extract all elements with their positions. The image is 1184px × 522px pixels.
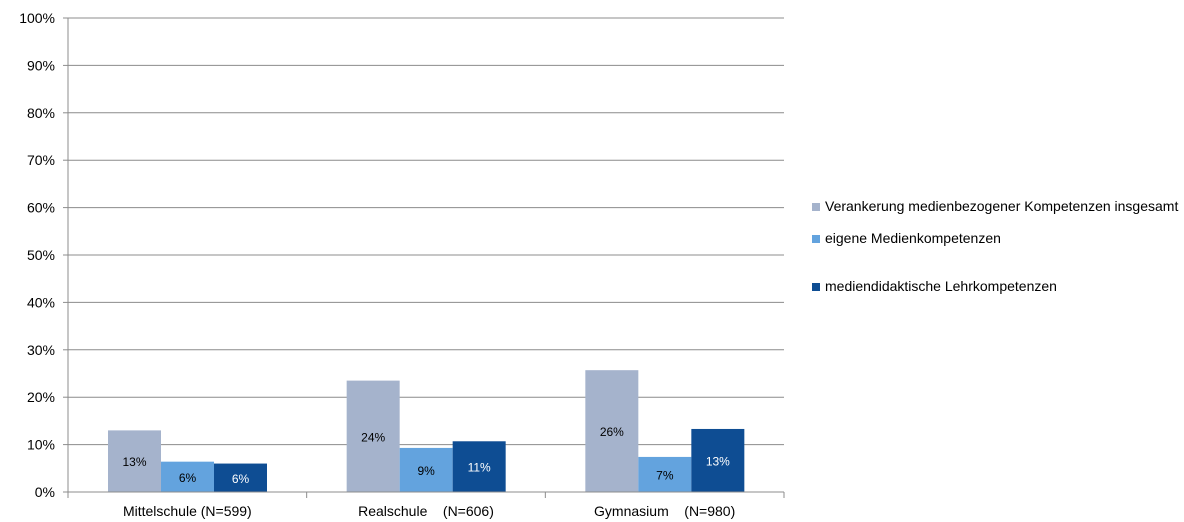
legend-label-eigene: eigene Medienkompetenzen bbox=[825, 230, 1001, 246]
legend-label-gesamt: Verankerung medienbezogener Kompetenzen … bbox=[825, 198, 1179, 214]
bar bbox=[214, 463, 267, 492]
y-tick-label: 90% bbox=[27, 57, 55, 73]
legend: Verankerung medienbezogener Kompetenzen … bbox=[812, 198, 1182, 295]
legend-swatch-mediendidaktisch bbox=[812, 283, 820, 291]
bar bbox=[161, 461, 214, 492]
y-tick-label: 10% bbox=[27, 437, 55, 453]
y-tick-label: 0% bbox=[35, 484, 55, 500]
bar bbox=[346, 380, 400, 492]
y-tick-label: 70% bbox=[27, 152, 55, 168]
data-label: 6% bbox=[179, 471, 197, 485]
y-tick-label: 60% bbox=[27, 200, 55, 216]
data-labels: 13% 24% 26% 6% 9% 7% 6% 11% 13% bbox=[122, 425, 730, 486]
legend-item-mediendidaktisch: mediendidaktische Lehrkompetenzen bbox=[812, 278, 1182, 295]
legend-swatch-eigene bbox=[812, 235, 820, 243]
legend-item-gesamt: Verankerung medienbezogener Kompetenzen … bbox=[812, 198, 1182, 215]
y-tick-label: 50% bbox=[27, 247, 55, 263]
data-label: 24% bbox=[361, 430, 385, 444]
data-label: 13% bbox=[706, 454, 730, 468]
bar bbox=[585, 370, 639, 492]
category-label: Gymnasium (N=980) bbox=[594, 503, 735, 519]
legend-swatch-gesamt bbox=[812, 203, 820, 211]
data-label: 26% bbox=[600, 425, 624, 439]
y-tick-label: 40% bbox=[27, 294, 55, 310]
y-axis-ticks: 0% 10% 20% 30% 40% 50% 60% 70% 80% 90% 100% bbox=[19, 10, 68, 500]
category-labels: Mittelschule (N=599) Realschule (N=606) Gy… bbox=[123, 503, 735, 519]
bar bbox=[452, 441, 506, 492]
bars bbox=[108, 370, 745, 492]
data-label: 11% bbox=[468, 461, 491, 475]
data-label: 7% bbox=[656, 468, 674, 482]
y-tick-label: 100% bbox=[19, 10, 55, 26]
data-label: 9% bbox=[417, 464, 435, 478]
y-tick-label: 30% bbox=[27, 342, 55, 358]
data-label: 6% bbox=[232, 472, 250, 486]
bar-chart: 0% 10% 20% 30% 40% 50% 60% 70% 80% 90% 100% 13% 24%… bbox=[19, 10, 785, 519]
y-tick-label: 20% bbox=[27, 389, 55, 405]
bar bbox=[691, 428, 745, 492]
category-label: Realschule (N=606) bbox=[358, 503, 494, 519]
bar bbox=[399, 447, 453, 492]
category-label: Mittelschule (N=599) bbox=[123, 503, 252, 519]
legend-item-eigene: eigene Medienkompetenzen bbox=[812, 230, 1182, 247]
gridlines bbox=[68, 17, 784, 446]
bar bbox=[638, 456, 692, 492]
x-axis bbox=[67, 18, 785, 498]
y-tick-label: 80% bbox=[27, 105, 55, 121]
legend-label-mediendidaktisch: mediendidaktische Lehrkompetenzen bbox=[825, 278, 1057, 294]
bar bbox=[108, 430, 161, 492]
data-label: 13% bbox=[122, 455, 146, 469]
